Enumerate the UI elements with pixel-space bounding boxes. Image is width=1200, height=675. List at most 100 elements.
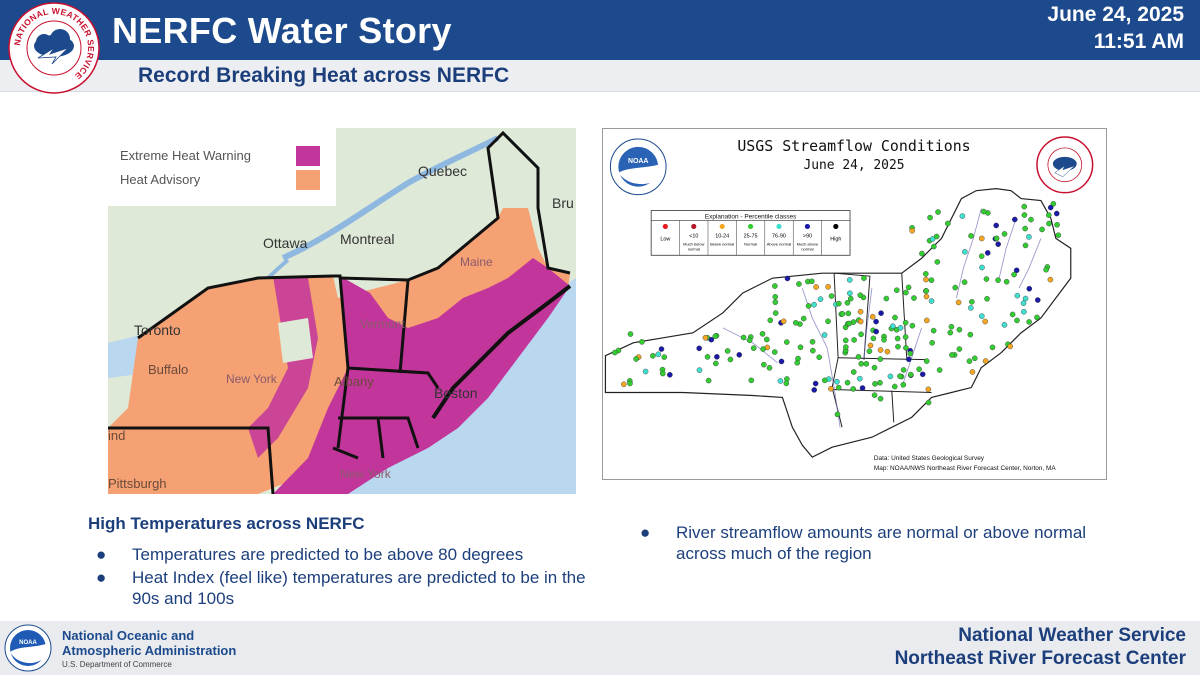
- legend-class-swatch: [748, 223, 754, 230]
- gauge-dot: [883, 295, 890, 302]
- gauge-dot: [778, 358, 785, 365]
- gauge-dot: [902, 334, 909, 340]
- gauge-dot: [900, 381, 907, 388]
- gauge-dot: [927, 214, 933, 221]
- gauge-dot: [923, 271, 929, 277]
- bullet-text: Temperatures are predicted to be above 8…: [132, 545, 524, 564]
- bullet-text: River streamflow amounts are normal or a…: [676, 523, 1087, 563]
- streamflow-map: NOAA USGS Streamflow Conditions June 24,…: [602, 128, 1107, 480]
- bullet-item: ● Heat Index (feel like) temperatures ar…: [96, 567, 596, 611]
- gauge-dot: [828, 293, 835, 299]
- gauge-dot: [1046, 220, 1052, 227]
- gauge-dot: [1034, 297, 1041, 303]
- gauge-dot: [857, 308, 864, 315]
- place-label: Buffalo: [148, 362, 188, 377]
- gauge-dot: [812, 380, 819, 387]
- gauge-dot: [863, 361, 870, 367]
- gauge-dot: [825, 318, 831, 325]
- legend-label-warning: Extreme Heat Warning: [120, 148, 251, 163]
- gauge-dot: [844, 300, 851, 306]
- gauge-dot: [727, 356, 734, 363]
- gauge-dot: [642, 368, 649, 375]
- gauge-dot: [893, 287, 900, 293]
- gauge-dot: [877, 347, 884, 353]
- bullet-icon: ●: [96, 545, 107, 564]
- gauge-dot: [867, 342, 874, 349]
- gauge-dot: [947, 329, 954, 336]
- gauge-dot: [873, 318, 879, 325]
- gauge-dot: [952, 284, 959, 291]
- source-map: Map: NOAA/NWS Northeast River Forecast C…: [874, 465, 1057, 472]
- gauge-dot: [924, 317, 930, 324]
- gauge-dot: [956, 326, 963, 333]
- gauge-dot: [705, 377, 712, 384]
- gauge-dot: [934, 259, 941, 265]
- gauge-dot: [936, 367, 943, 373]
- gauge-dot: [983, 276, 990, 282]
- legend-title: Explanation - Percentile classes: [705, 213, 796, 220]
- heat-advisory-map: Extreme Heat Warning Heat Advisory Quebe…: [108, 128, 576, 494]
- page-subtitle: Record Breaking Heat across NERFC: [138, 64, 510, 87]
- gauge-dot: [902, 319, 909, 326]
- gauge-dot: [627, 380, 633, 387]
- gauge-dot: [897, 325, 904, 331]
- gauge-dot: [1009, 311, 1016, 318]
- gauge-dot: [667, 372, 673, 378]
- gauge-dot: [772, 294, 779, 300]
- gauge-dot: [821, 377, 828, 384]
- noaa-footer-logo-text: NOAA: [19, 640, 37, 646]
- gauge-dot: [713, 360, 719, 367]
- gauge-dot: [907, 371, 914, 378]
- gauge-dot: [793, 320, 799, 326]
- streamflow-title: USGS Streamflow Conditions: [737, 137, 970, 155]
- bullet-icon: ●: [640, 523, 651, 542]
- gauge-dot: [724, 348, 731, 354]
- gauge-dot: [978, 235, 985, 242]
- gauge-dot: [1047, 204, 1054, 211]
- legend-swatch-advisory: [296, 170, 320, 190]
- date-label: June 24, 2025: [1047, 3, 1184, 26]
- gauge-dot: [923, 358, 930, 364]
- gauge-dot: [859, 385, 866, 391]
- gauge-dot: [746, 337, 753, 344]
- gauge-dot: [858, 360, 865, 367]
- gauge-dot: [919, 250, 925, 257]
- legend-swatch-warning: [296, 146, 320, 166]
- legend-label-advisory: Heat Advisory: [120, 172, 201, 187]
- gauge-dot: [612, 349, 618, 356]
- gauge-dot: [1003, 278, 1010, 285]
- gauge-dot: [1050, 200, 1057, 207]
- place-label: New York: [226, 372, 278, 386]
- gauge-dot: [945, 220, 951, 227]
- gauge-dot: [856, 375, 863, 382]
- legend-class-label: Above normal: [767, 241, 792, 246]
- gauge-dot: [796, 281, 802, 287]
- gauge-dot: [982, 358, 989, 364]
- place-label: ind: [108, 428, 125, 443]
- gauge-dot: [800, 315, 807, 322]
- legend-class-range: >90: [803, 233, 812, 239]
- gauge-dot: [621, 381, 627, 388]
- gauge-dot: [891, 383, 898, 390]
- gauge-dot: [772, 299, 779, 305]
- gauge-dot: [962, 249, 968, 255]
- gauge-dot: [984, 250, 991, 256]
- gauge-dot: [869, 313, 876, 320]
- gauge-dot: [834, 378, 840, 385]
- gauge-dot: [871, 364, 878, 371]
- legend-class-range: <10: [689, 233, 698, 239]
- gauge-dot: [1054, 221, 1060, 228]
- gauge-dot: [843, 344, 849, 350]
- gauge-dot: [979, 264, 985, 271]
- gauge-dot: [1022, 295, 1029, 302]
- gauge-dot: [1012, 216, 1018, 223]
- gauge-dot: [900, 367, 907, 373]
- gauge-dot: [784, 339, 790, 345]
- footer-org-line-2: Northeast River Forecast Center: [894, 648, 1186, 669]
- gauge-dot: [844, 379, 851, 386]
- gauge-dot: [1007, 343, 1013, 350]
- gauge-dot: [839, 311, 846, 317]
- gauge-dot: [968, 233, 974, 239]
- gauge-dot: [903, 345, 909, 351]
- source-data: Data: United States Geological Survey: [874, 455, 985, 462]
